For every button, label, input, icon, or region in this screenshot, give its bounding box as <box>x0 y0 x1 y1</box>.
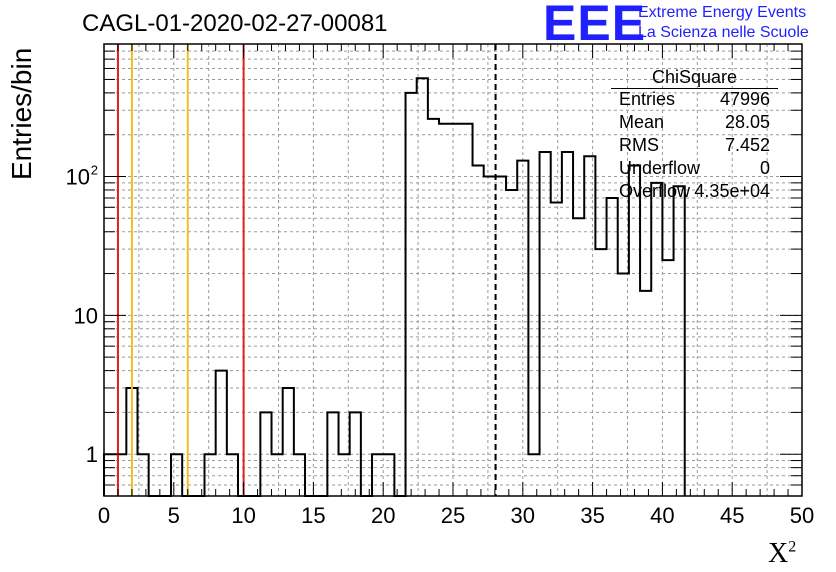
eee-logo: EEE <box>543 0 647 51</box>
histogram-bin <box>551 202 562 496</box>
stats-title: ChiSquare <box>611 67 778 89</box>
stats-label: Overflow <box>619 181 691 201</box>
histogram-bin <box>506 190 517 496</box>
x-tick-label: 20 <box>371 503 395 528</box>
chart-title: CAGL-01-2020-02-27-00081 <box>82 10 388 37</box>
x-tick-label: 50 <box>790 503 814 528</box>
stats-value: 4.35e+04 <box>694 181 770 201</box>
stats-label: Entries <box>619 89 676 109</box>
x-tick-label: 10 <box>231 503 255 528</box>
histogram-bin <box>473 166 484 496</box>
stats-value: 47996 <box>719 89 770 109</box>
x-tick-label: 35 <box>580 503 604 528</box>
histogram-bin <box>540 152 551 496</box>
x-tick-label: 40 <box>650 503 674 528</box>
stats-value: 7.452 <box>724 135 770 155</box>
histogram-bin <box>618 274 629 496</box>
histogram-bin <box>629 166 640 496</box>
stats-label: RMS <box>619 135 659 155</box>
x-tick-label: 0 <box>98 503 110 528</box>
x-tick-label: 15 <box>301 503 325 528</box>
x-tick-label: 5 <box>168 503 180 528</box>
stats-label: Mean <box>619 112 665 132</box>
histogram-bin <box>428 119 439 496</box>
stats-row: Underflow 0 <box>611 158 778 181</box>
stats-box: ChiSquare Entries 47996 Mean 28.05 RMS 7.45… <box>611 67 778 204</box>
logo-line-1: Extreme Energy Events <box>638 4 807 21</box>
histogram-bin <box>651 183 662 496</box>
histogram-bin <box>406 93 417 496</box>
logo-line-2: La Scienza nelle Scuole <box>638 24 809 41</box>
histogram-bin <box>674 186 685 496</box>
y-tick-label: 1 <box>86 442 98 467</box>
x-axis-label: X2 <box>768 538 797 569</box>
stats-row: Overflow 4.35e+04 <box>611 181 778 204</box>
histogram-bin <box>450 124 461 496</box>
histogram-bin <box>562 152 573 496</box>
y-tick-label: 10 <box>74 303 98 328</box>
x-tick-label: 45 <box>720 503 744 528</box>
stats-value: 28.05 <box>724 112 770 132</box>
histogram-bin <box>461 124 472 496</box>
histogram-bin <box>484 176 495 496</box>
stats-label: Underflow <box>619 158 701 178</box>
histogram-bin <box>216 371 227 496</box>
x-tick-label: 30 <box>511 503 535 528</box>
stats-value: 0 <box>759 158 770 178</box>
histogram-bin <box>283 388 294 496</box>
stats-row: Mean 28.05 <box>611 112 778 135</box>
histogram-bin <box>607 198 618 496</box>
histogram-bin <box>439 124 450 496</box>
stats-row: RMS 7.452 <box>611 135 778 158</box>
x-tick-label: 25 <box>441 503 465 528</box>
histogram-line <box>103 77 686 497</box>
y-tick-label-exponent: 2 <box>91 162 98 177</box>
histogram-bin <box>595 249 606 496</box>
stats-row: Entries 47996 <box>611 89 778 112</box>
y-tick-label: 10 <box>66 164 90 189</box>
